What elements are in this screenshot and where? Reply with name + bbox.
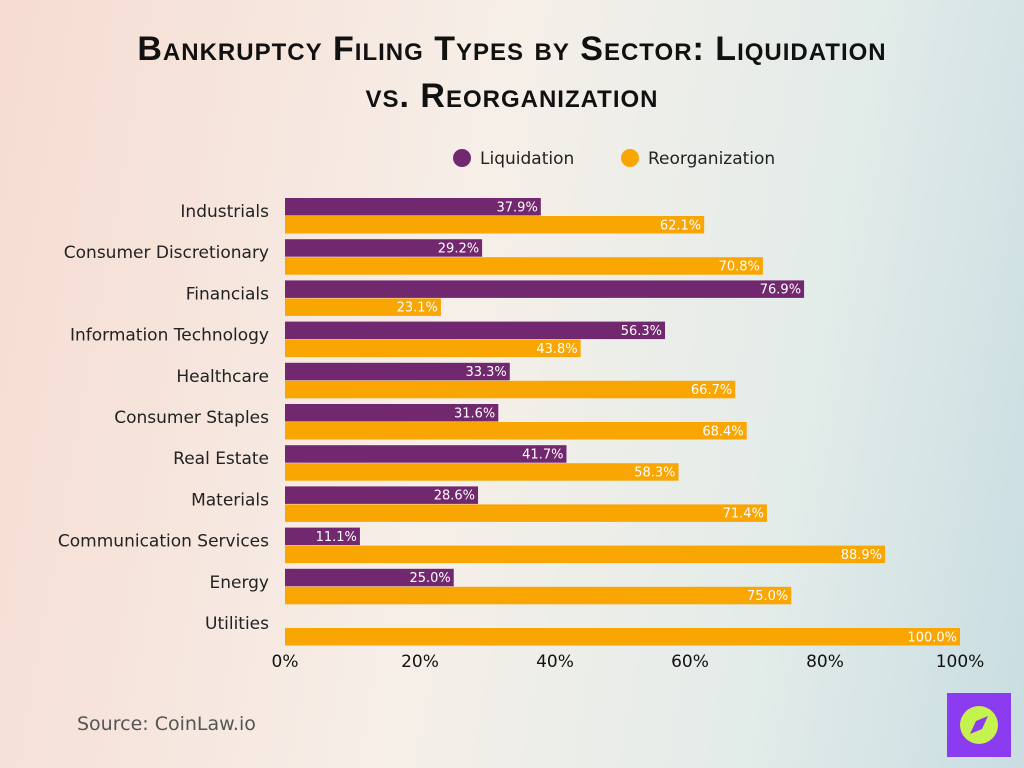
data-label: 56.3% [621,324,662,339]
bar [285,545,886,564]
legend-swatch [453,149,471,167]
chart-title: Bankruptcy Filing Types by Sector: Liqui… [137,30,887,115]
bar [285,321,666,340]
logo [947,693,1011,757]
data-label: 88.9% [841,548,882,563]
y-tick-label: Communication Services [58,532,269,552]
bar [285,339,581,358]
legend-label: Liquidation [480,149,574,169]
y-tick-label: Real Estate [173,449,269,469]
bar [285,628,960,646]
data-label: 31.6% [454,406,495,421]
y-tick-label: Consumer Staples [114,408,269,428]
data-label: 66.7% [691,383,732,398]
bar [285,239,483,257]
data-label: 70.8% [719,259,760,274]
data-label: 37.9% [497,200,538,215]
y-tick-label: Financials [186,284,269,304]
x-tick-label: 20% [401,652,439,672]
y-tick-label: Materials [191,490,269,510]
bar [285,527,360,546]
y-tick-label: Industrials [180,202,269,222]
data-label: 28.6% [434,489,475,504]
x-tick-label: 60% [671,652,709,672]
x-tick-label: 100% [936,652,985,672]
data-label: 68.4% [702,424,743,439]
bar [285,198,541,216]
bar [285,298,441,316]
x-tick-label: 80% [806,652,844,672]
legend-swatch [621,149,639,167]
y-tick-label: Information Technology [70,326,269,346]
data-label: 62.1% [660,218,701,233]
bar [285,586,792,605]
data-label: 33.3% [465,365,506,380]
bar [285,257,763,275]
bar [285,486,479,504]
bar [285,362,510,381]
data-label: 23.1% [397,301,438,316]
x-tick-label: 40% [536,652,574,672]
bar [285,280,805,298]
data-label: 75.0% [747,589,788,604]
y-tick-label: Consumer Discretionary [64,243,269,263]
y-tick-label: Energy [209,573,269,593]
bar [285,463,679,481]
bar [285,568,454,587]
bar [285,216,705,234]
bar [285,504,767,522]
data-label: 100.0% [907,630,957,645]
data-label: 25.0% [409,571,450,586]
x-tick-label: 0% [272,652,299,672]
data-label: 43.8% [536,342,577,357]
source: Source: CoinLaw.io [77,713,256,735]
bar [285,445,567,463]
data-label: 29.2% [438,241,479,256]
y-tick-label: Utilities [205,614,269,634]
bar [285,404,499,422]
y-tick-label: Healthcare [176,367,269,387]
bar [285,422,747,440]
data-label: 71.4% [723,507,764,522]
data-label: 76.9% [760,283,801,298]
data-label: 41.7% [522,447,563,462]
data-label: 11.1% [316,530,357,545]
bar [285,380,736,399]
data-label: 58.3% [634,465,675,480]
legend-label: Reorganization [648,149,775,169]
